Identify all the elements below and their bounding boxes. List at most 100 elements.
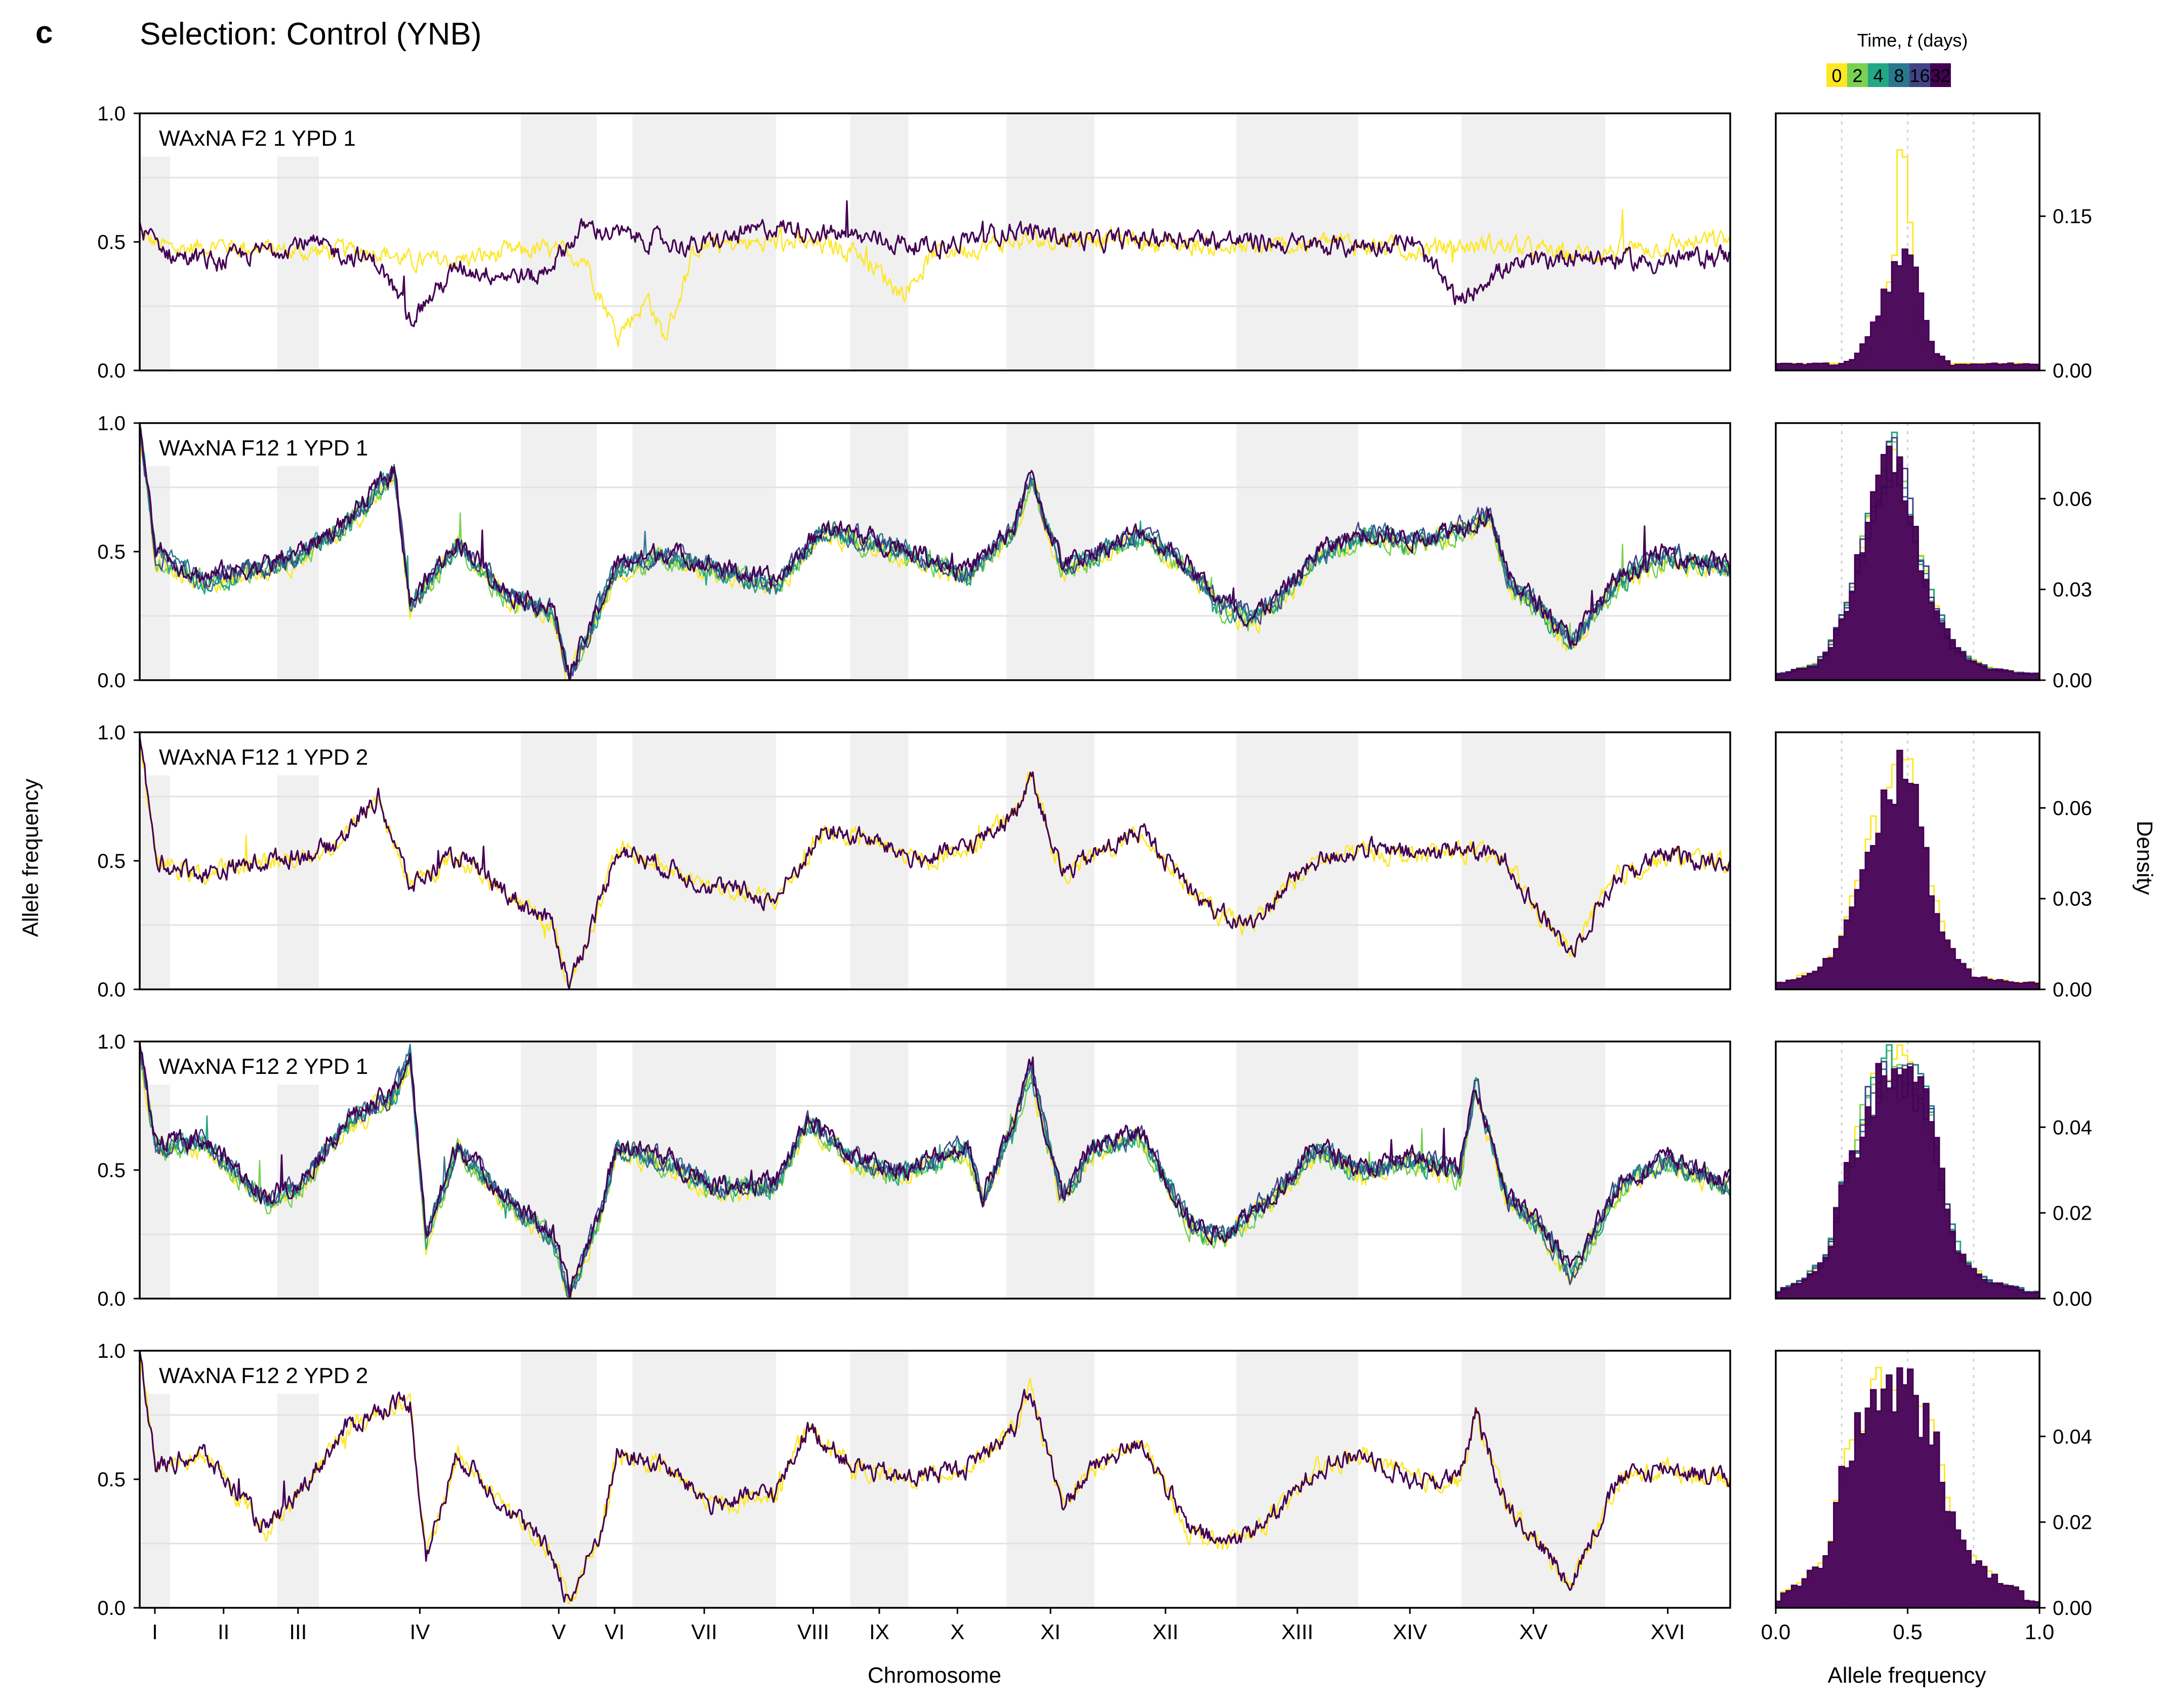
density-hist-t32 xyxy=(1775,445,2041,681)
legend-label-0: 0 xyxy=(1831,65,1842,86)
panel-letter: c xyxy=(35,15,53,50)
hist-x-tick-label: 1.0 xyxy=(2025,1620,2054,1644)
legend-label-2: 2 xyxy=(1852,65,1862,86)
chromosome-band-XV xyxy=(1461,113,1606,370)
allele-track-t32 xyxy=(139,1041,1731,1298)
y-tick-label: 0.5 xyxy=(97,541,126,563)
density-tick-label: 0.00 xyxy=(2053,1288,2092,1310)
chromosome-label-VIII: VIII xyxy=(797,1620,829,1644)
y-tick-label: 1.0 xyxy=(97,412,126,435)
chromosome-band-I xyxy=(140,466,170,680)
y-tick-label: 0.0 xyxy=(97,1288,126,1310)
y-tick-label: 0.5 xyxy=(97,1469,126,1491)
right-y-axis-label: Density xyxy=(2132,821,2157,895)
chromosome-band-V xyxy=(520,1351,597,1608)
density-hist-t32 xyxy=(1775,1367,2041,1609)
chromosome-band-I xyxy=(140,775,170,989)
legend-swatch-32 xyxy=(1930,63,1951,87)
y-tick-label: 0.0 xyxy=(97,360,126,382)
chromosome-label-XII: XII xyxy=(1153,1620,1178,1644)
density-hist-t32 xyxy=(1775,749,2041,990)
chromosome-label-XIV: XIV xyxy=(1393,1620,1427,1644)
hist-axes-frame xyxy=(1775,422,2041,681)
density-tick-label: 0.02 xyxy=(2053,1512,2092,1534)
chromosome-band-VII xyxy=(632,1042,777,1299)
panel-label: WAxNA F12 1 YPD 2 xyxy=(159,745,368,770)
legend-title: Time, t (days) xyxy=(1857,30,1968,51)
chromosome-label-IX: IX xyxy=(869,1620,889,1644)
legend-label-32: 32 xyxy=(1930,65,1950,86)
y-tick-label: 0.5 xyxy=(97,231,126,254)
panel-5: 0.0 0.5 1.0 WAxNA F12 2 YPD 2 0.00 0.02 0.04 xyxy=(97,1340,2092,1619)
density-tick-label: 0.15 xyxy=(2053,205,2092,228)
density-tick-label: 0.00 xyxy=(2053,1597,2092,1619)
density-tick-label: 0.00 xyxy=(2053,670,2092,692)
allele-track-t32 xyxy=(139,1350,1731,1603)
histogram-4: 0.00 0.02 0.04 xyxy=(1775,1040,2092,1310)
chromosome-label-XIII: XIII xyxy=(1281,1620,1313,1644)
density-tick-label: 0.06 xyxy=(2053,797,2092,819)
allele-track-t16 xyxy=(139,424,1731,681)
density-hist-t32 xyxy=(1775,248,2041,371)
panel-label: WAxNA F12 2 YPD 1 xyxy=(159,1054,368,1079)
left-x-axis-label: Chromosome xyxy=(868,1663,1001,1688)
chromosome-label-XV: XV xyxy=(1519,1620,1547,1644)
density-tick-label: 0.03 xyxy=(2053,888,2092,910)
chromosome-label-I: I xyxy=(152,1620,158,1644)
density-tick-label: 0.00 xyxy=(2053,979,2092,1001)
legend-swatch-2 xyxy=(1847,63,1868,87)
legend-label-16: 16 xyxy=(1909,65,1930,86)
right-x-axis-label: Allele frequency xyxy=(1827,1663,1986,1688)
hist-x-tick-label: 0.0 xyxy=(1761,1620,1790,1644)
chromosome-label-IV: IV xyxy=(410,1620,430,1644)
figure-title: Selection: Control (YNB) xyxy=(140,17,481,52)
allele-track-t0 xyxy=(139,739,1731,986)
y-tick-label: 1.0 xyxy=(97,103,126,125)
chromosome-band-III xyxy=(277,156,319,370)
y-tick-label: 1.0 xyxy=(97,1031,126,1053)
chromosome-label-VII: VII xyxy=(691,1620,717,1644)
y-tick-label: 0.0 xyxy=(97,670,126,692)
chromosome-band-XV xyxy=(1461,1351,1606,1608)
y-tick-label: 0.0 xyxy=(97,1597,126,1619)
legend-swatch-0 xyxy=(1826,63,1847,87)
hist-axes-frame xyxy=(1775,112,2041,371)
chromosome-band-VII xyxy=(632,1351,777,1608)
y-tick-label: 1.0 xyxy=(97,722,126,744)
legend-label-8: 8 xyxy=(1894,65,1904,86)
chromosome-band-V xyxy=(520,113,597,370)
legend-swatch-8 xyxy=(1889,63,1909,87)
histogram-1: 0.00 0.15 xyxy=(1775,112,2092,382)
chromosome-band-XI xyxy=(1006,1351,1095,1608)
panel-1: 0.0 0.5 1.0 WAxNA F2 1 YPD 1 0.00 0.15 xyxy=(97,103,2092,382)
chromosome-band-XIII xyxy=(1236,732,1359,989)
panels: 0.0 0.5 1.0 WAxNA F2 1 YPD 1 0.00 0.15 0.0 0.5 1… xyxy=(97,103,2092,1619)
y-tick-label: 0.5 xyxy=(97,850,126,872)
chromosome-label-V: V xyxy=(552,1620,566,1644)
chromosome-band-I xyxy=(140,156,170,370)
chromosome-label-VI: VI xyxy=(604,1620,625,1644)
chromosome-band-XV xyxy=(1461,732,1606,989)
density-tick-label: 0.02 xyxy=(2053,1202,2092,1225)
chromosome-band-XV xyxy=(1461,1042,1606,1299)
density-hist-t32 xyxy=(1775,1063,2041,1300)
chromosome-label-X: X xyxy=(950,1620,964,1644)
panel-4: 0.0 0.5 1.0 WAxNA F12 2 YPD 1 0.00 0.02 0.04 xyxy=(97,1031,2092,1310)
histogram-5: 0.00 0.02 0.04 xyxy=(1775,1350,2092,1619)
legend-label-4: 4 xyxy=(1873,65,1883,86)
chromosome-band-I xyxy=(140,1085,170,1299)
chromosome-band-III xyxy=(277,466,319,680)
histogram-x-ticks: 0.0 0.5 1.0 xyxy=(1761,1608,2054,1644)
legend-swatch-4 xyxy=(1868,63,1889,87)
histogram-2: 0.00 0.03 0.06 xyxy=(1775,422,2092,692)
chromosome-band-XIII xyxy=(1236,1351,1359,1608)
panel-label: WAxNA F12 1 YPD 1 xyxy=(159,436,368,461)
hist-axes-frame xyxy=(1775,731,2041,990)
allele-track-t0 xyxy=(139,209,1731,348)
density-tick-label: 0.04 xyxy=(2053,1426,2092,1448)
hist-x-tick-label: 0.5 xyxy=(1893,1620,1922,1644)
chromosome-band-III xyxy=(277,1394,319,1608)
chromosome-label-III: III xyxy=(289,1620,307,1644)
legend-swatch-16 xyxy=(1909,63,1930,87)
chromosome-label-II: II xyxy=(218,1620,229,1644)
